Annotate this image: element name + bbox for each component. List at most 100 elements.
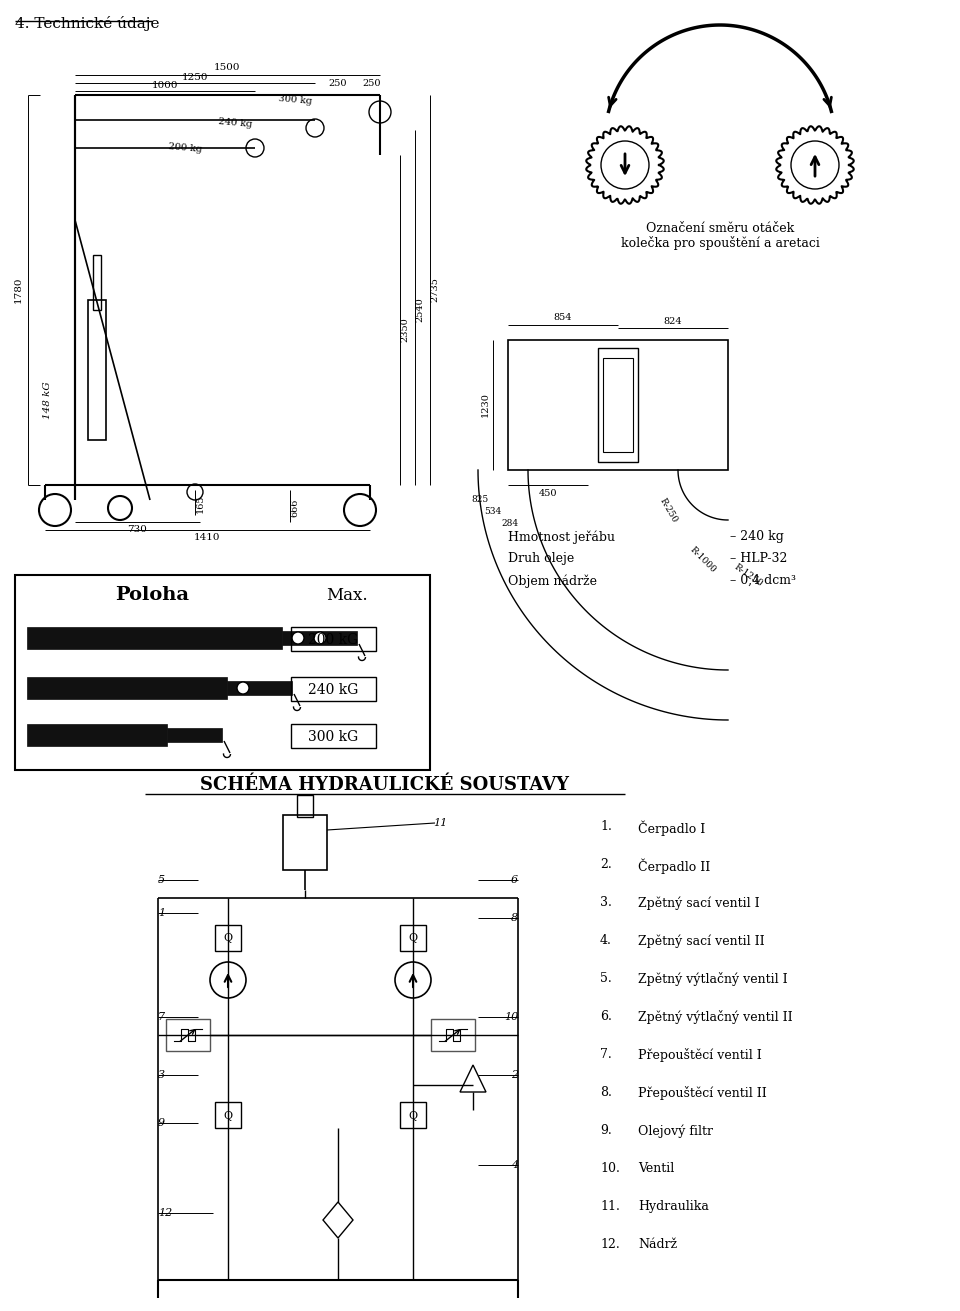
Text: 4.: 4. bbox=[600, 933, 612, 947]
Text: 666: 666 bbox=[291, 498, 300, 517]
Circle shape bbox=[237, 682, 249, 694]
Text: Q: Q bbox=[408, 1110, 418, 1121]
Text: Max.: Max. bbox=[326, 586, 368, 603]
Text: 4. Technické údaje: 4. Technické údaje bbox=[15, 16, 159, 31]
Polygon shape bbox=[323, 1202, 353, 1238]
Text: 824: 824 bbox=[663, 316, 683, 325]
Text: Hmotnost jeřábu: Hmotnost jeřábu bbox=[508, 530, 615, 544]
Text: 2: 2 bbox=[511, 1070, 518, 1080]
Text: 1: 1 bbox=[158, 909, 165, 918]
Bar bbox=[88, 300, 106, 440]
Text: 300 kg: 300 kg bbox=[277, 94, 312, 106]
Circle shape bbox=[369, 101, 391, 123]
Text: 12: 12 bbox=[158, 1207, 172, 1218]
Circle shape bbox=[601, 142, 649, 189]
Text: 11.: 11. bbox=[600, 1200, 620, 1213]
Text: Olejový filtr: Olejový filtr bbox=[638, 1124, 713, 1138]
Text: – 240 kg: – 240 kg bbox=[730, 530, 784, 543]
Text: SCHÉMA HYDRAULICKÉ SOUSTAVY: SCHÉMA HYDRAULICKÉ SOUSTAVY bbox=[201, 776, 569, 794]
Text: 2540: 2540 bbox=[416, 298, 424, 323]
Text: Hydraulika: Hydraulika bbox=[638, 1200, 708, 1213]
Bar bbox=[227, 680, 292, 695]
Text: 1250: 1250 bbox=[181, 73, 208, 83]
Text: Přepouštěcí ventil II: Přepouštěcí ventil II bbox=[638, 1086, 767, 1100]
Bar bbox=[400, 926, 426, 950]
Circle shape bbox=[791, 142, 839, 189]
Text: 1.: 1. bbox=[600, 819, 612, 832]
Text: 3.: 3. bbox=[600, 895, 612, 909]
Text: 2.: 2. bbox=[600, 857, 612, 871]
Text: Zpětný sací ventil I: Zpětný sací ventil I bbox=[638, 895, 759, 910]
Text: 1230: 1230 bbox=[481, 392, 490, 417]
Text: Q: Q bbox=[408, 933, 418, 943]
Bar bbox=[431, 1019, 475, 1051]
Text: 240 kG: 240 kG bbox=[308, 683, 358, 697]
Text: Označení směru otáček: Označení směru otáček bbox=[646, 222, 794, 235]
Text: Zpětný výtlačný ventil II: Zpětný výtlačný ventil II bbox=[638, 1009, 793, 1024]
Bar bbox=[283, 815, 327, 871]
Circle shape bbox=[292, 632, 304, 644]
Bar bbox=[15, 576, 430, 770]
Text: – HLP-32: – HLP-32 bbox=[730, 552, 787, 565]
Bar bbox=[27, 724, 167, 746]
Circle shape bbox=[344, 494, 376, 526]
Text: kolečka pro spouštění a aretaci: kolečka pro spouštění a aretaci bbox=[620, 236, 820, 250]
Text: 10.: 10. bbox=[600, 1162, 620, 1175]
Text: 3: 3 bbox=[158, 1070, 165, 1080]
Circle shape bbox=[108, 496, 132, 520]
Text: 250: 250 bbox=[363, 79, 381, 88]
Text: Q: Q bbox=[224, 933, 232, 943]
Circle shape bbox=[187, 484, 203, 499]
Text: 1780: 1780 bbox=[13, 277, 22, 303]
Text: 1500: 1500 bbox=[214, 63, 240, 72]
Bar bbox=[291, 676, 376, 701]
Text: 300 kG: 300 kG bbox=[308, 730, 358, 745]
Text: Q: Q bbox=[224, 1110, 232, 1121]
Bar bbox=[27, 627, 282, 649]
Text: Nádrž: Nádrž bbox=[638, 1238, 677, 1251]
Text: 11: 11 bbox=[433, 818, 447, 829]
Text: 825: 825 bbox=[471, 496, 489, 505]
Text: Přepouštěcí ventil I: Přepouštěcí ventil I bbox=[638, 1047, 761, 1062]
Bar bbox=[167, 728, 222, 742]
Text: 12.: 12. bbox=[600, 1238, 620, 1251]
Text: – 0,4 dcm³: – 0,4 dcm³ bbox=[730, 574, 796, 587]
Text: 8.: 8. bbox=[600, 1086, 612, 1099]
Bar bbox=[215, 1103, 241, 1127]
Text: 1000: 1000 bbox=[152, 81, 179, 90]
Text: 9: 9 bbox=[158, 1118, 165, 1127]
Text: 2350: 2350 bbox=[400, 317, 410, 342]
Text: 6: 6 bbox=[511, 874, 518, 885]
Text: Objem nádrže: Objem nádrže bbox=[508, 574, 597, 587]
Text: 200 kg: 200 kg bbox=[168, 142, 203, 153]
Text: 8: 8 bbox=[511, 912, 518, 923]
Bar bbox=[598, 347, 638, 461]
Text: 9.: 9. bbox=[600, 1124, 612, 1137]
Bar bbox=[297, 794, 313, 817]
Text: 6.: 6. bbox=[600, 1009, 612, 1023]
Bar bbox=[27, 676, 227, 699]
Bar bbox=[282, 631, 357, 645]
Circle shape bbox=[246, 139, 264, 157]
Text: 4: 4 bbox=[511, 1160, 518, 1169]
Circle shape bbox=[39, 494, 71, 526]
Text: R-1250: R-1250 bbox=[732, 562, 764, 589]
Polygon shape bbox=[460, 1065, 486, 1092]
Text: 2735: 2735 bbox=[430, 278, 440, 303]
Text: Zpětný výtlačný ventil I: Zpětný výtlačný ventil I bbox=[638, 971, 787, 986]
Text: 10: 10 bbox=[504, 1012, 518, 1023]
Circle shape bbox=[314, 632, 326, 644]
Text: 854: 854 bbox=[554, 313, 572, 323]
Text: 534: 534 bbox=[485, 507, 502, 517]
Text: 200 kG: 200 kG bbox=[308, 633, 358, 648]
Circle shape bbox=[395, 962, 431, 998]
Bar bbox=[603, 358, 633, 452]
Text: Ventil: Ventil bbox=[638, 1162, 674, 1175]
Text: 450: 450 bbox=[539, 489, 557, 497]
Text: 284: 284 bbox=[501, 519, 518, 528]
Text: 7.: 7. bbox=[600, 1047, 612, 1061]
Text: R-1000: R-1000 bbox=[688, 545, 718, 574]
Text: 165: 165 bbox=[196, 494, 204, 513]
Text: Čerpadlo II: Čerpadlo II bbox=[638, 857, 710, 873]
Text: R-250: R-250 bbox=[658, 496, 679, 524]
